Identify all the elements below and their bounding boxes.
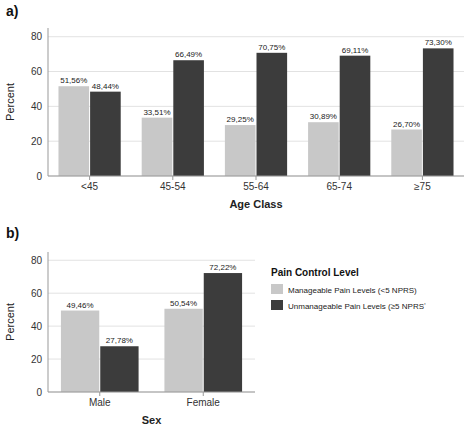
x-tick: [422, 176, 423, 180]
bar: [90, 92, 121, 176]
x-tick: [203, 392, 204, 396]
y-tick-label: 60: [31, 288, 43, 299]
y-tick-label: 40: [31, 321, 43, 332]
x-axis-label: Sex: [142, 414, 162, 426]
x-tick: [89, 176, 90, 180]
bar: [340, 56, 371, 176]
x-tick-label: 45-54: [160, 181, 186, 192]
panel-title: a): [6, 3, 18, 19]
bar: [225, 125, 256, 176]
data-label: 27,78%: [106, 336, 133, 345]
y-axis-line: [48, 28, 49, 176]
panel: 0 20 40 60 80 51,56% 33,51% 29,25% 30,89% 26,70% 4…: [4, 3, 464, 210]
data-label: 30,89%: [310, 112, 337, 121]
grid-line: [48, 392, 255, 393]
bar: [61, 311, 99, 392]
data-label: 51,56%: [60, 76, 87, 85]
bar: [164, 309, 202, 392]
bar: [142, 118, 173, 176]
legend-swatch: [271, 284, 283, 294]
bars: [61, 273, 242, 392]
x-axis-label: Age Class: [229, 198, 282, 210]
y-tick-label: 20: [31, 354, 43, 365]
bar: [173, 60, 204, 176]
x-tick: [172, 176, 173, 180]
data-label: 66,49%: [175, 50, 202, 59]
legend-entry: Unmanageable Pain Levels (≥5 NPRSʼ: [288, 302, 426, 311]
data-labels: 51,56% 33,51% 29,25% 30,89% 26,70% 48,44% 66,4…: [60, 38, 452, 128]
data-label: 72,22%: [209, 263, 236, 272]
bar: [100, 346, 138, 392]
bar: [423, 48, 454, 176]
bar: [308, 122, 339, 176]
legend-entry: Manageable Pain Levels (<5 NPRS): [288, 286, 417, 295]
y-tick-label: 80: [31, 31, 43, 42]
panel: 0 20 40 60 80 49,46% 50,54% 27,78% 72,22% Male Fem…: [4, 225, 255, 426]
data-label: 70,75%: [258, 43, 285, 52]
y-axis-label: Percent: [4, 83, 16, 121]
data-label: 48,44%: [92, 82, 119, 91]
data-label: 29,25%: [227, 115, 254, 124]
data-labels: 49,46% 50,54% 27,78% 72,22%: [67, 263, 237, 345]
y-tick-label: 60: [31, 66, 43, 77]
bar: [58, 86, 89, 176]
y-axis-label: Percent: [4, 303, 16, 341]
y-tick-label: 0: [36, 387, 42, 398]
y-axis-line: [48, 252, 49, 392]
data-label: 26,70%: [393, 120, 420, 129]
grid-line: [48, 260, 255, 261]
grid-line: [48, 36, 464, 37]
x-tick-label: 55-64: [243, 181, 269, 192]
y-tick-label: 0: [36, 171, 42, 182]
panel-title: b): [6, 225, 19, 241]
x-tick-label: ≥75: [414, 181, 431, 192]
data-label: 69,11%: [342, 46, 369, 55]
x-tick-label: 65-74: [326, 181, 352, 192]
x-tick: [256, 176, 257, 180]
bar: [257, 53, 288, 176]
grid-line: [48, 71, 464, 72]
x-tick-label: Male: [89, 397, 111, 408]
y-tick-label: 20: [31, 136, 43, 147]
data-label: 73,30%: [425, 38, 452, 47]
legend-swatch: [271, 300, 283, 310]
x-tick-label: <45: [81, 181, 98, 192]
chart-root: 0 20 40 60 80 51,56% 33,51% 29,25% 30,89% 26,70% 4…: [0, 0, 474, 440]
data-label: 33,51%: [143, 108, 170, 117]
bars: [58, 48, 453, 176]
x-axis-line: [48, 392, 255, 393]
data-label: 50,54%: [170, 299, 197, 308]
x-tick: [99, 392, 100, 396]
legend: Pain Control Level Manageable Pain Levels…: [271, 267, 426, 311]
bar: [204, 273, 242, 392]
data-label: 49,46%: [67, 301, 94, 310]
bar: [391, 130, 422, 176]
x-tick: [339, 176, 340, 180]
legend-title: Pain Control Level: [271, 267, 359, 278]
y-tick-label: 40: [31, 101, 43, 112]
x-tick-label: Female: [187, 397, 221, 408]
y-tick-label: 80: [31, 255, 43, 266]
